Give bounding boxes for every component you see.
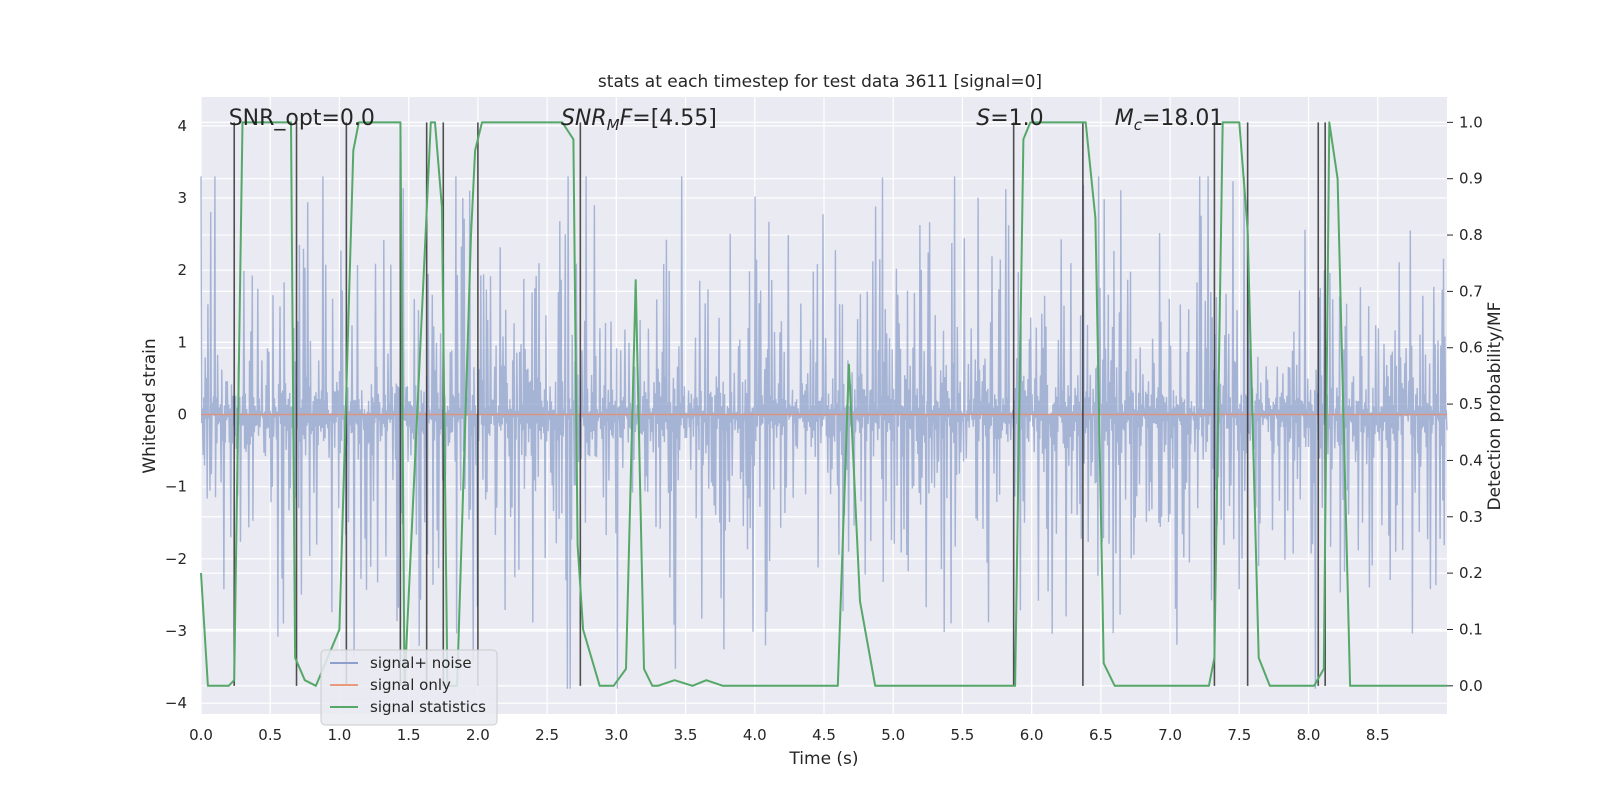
x-tick-label: 0.5 xyxy=(258,726,282,744)
y2-tick-label: 0.8 xyxy=(1459,226,1483,244)
x-tick-label: 0.0 xyxy=(189,726,213,744)
stats-line xyxy=(200,121,1447,687)
chart-title: stats at each timestep for test data 361… xyxy=(598,72,1042,92)
legend-label: signal statistics xyxy=(370,698,486,716)
annotation-mc-value: Mc=18.01 xyxy=(1115,106,1224,134)
x-tick-label: 4.0 xyxy=(743,726,767,744)
y-tick-label: 1 xyxy=(177,333,187,351)
x-axis-label: Time (s) xyxy=(788,749,858,769)
y2-tick-label: 0.5 xyxy=(1459,395,1483,413)
x-tick-label: 6.5 xyxy=(1089,726,1113,744)
x-tick-label: 2.5 xyxy=(535,726,559,744)
x-tick-label: 6.0 xyxy=(1020,726,1044,744)
x-tick-label: 8.0 xyxy=(1297,726,1321,744)
y-tick-labels: 4 3 2 1 0 −1 −2 −3 −4 xyxy=(165,117,187,712)
y-tick-label: −2 xyxy=(165,550,187,568)
series-signal-statistics xyxy=(200,121,1447,687)
y-axis-label: Whitened strain xyxy=(140,338,160,473)
annotations: SNR_opt=0.0 SNRMF=[4.55] S=1.0 Mc=18.01 xyxy=(229,106,1224,134)
y2-tick-label: 0.9 xyxy=(1459,170,1483,188)
y-tick-label: −3 xyxy=(165,622,187,640)
x-tick-label: 8.5 xyxy=(1366,726,1390,744)
vertical-markers xyxy=(233,122,1326,686)
y2-tick-label: 0.1 xyxy=(1459,620,1483,638)
y2-tick-label: 0.6 xyxy=(1459,339,1483,357)
legend-label: signal only xyxy=(370,676,451,694)
x-tick-labels: 0.0 0.5 1.0 1.5 2.0 2.5 3.0 3.5 4.0 4.5 5.0 5.5 6.0 6… xyxy=(189,726,1390,744)
y2-tick-label: 0.2 xyxy=(1459,564,1483,582)
y-tick-label: 2 xyxy=(177,261,187,279)
legend-box xyxy=(320,649,498,726)
y2-tick-label: 0.3 xyxy=(1459,508,1483,526)
x-tick-label: 2.0 xyxy=(466,726,490,744)
x-tick-label: 1.5 xyxy=(397,726,421,744)
x-tick-label: 1.0 xyxy=(328,726,352,744)
y-tick-label: 3 xyxy=(177,189,187,207)
legend-label: signal+ noise xyxy=(370,654,472,672)
annotation-snr-mf: SNRMF=[4.55] xyxy=(561,106,717,134)
y-tick-label: 4 xyxy=(177,117,187,135)
annotation-snr-opt: SNR_opt=0.0 xyxy=(229,106,375,131)
y-tick-label: −4 xyxy=(165,694,187,712)
y2-tick-label: 0.0 xyxy=(1459,677,1483,695)
x-tick-label: 5.5 xyxy=(951,726,975,744)
y2-tick-label: 0.4 xyxy=(1459,451,1483,469)
y2-tick-label: 1.0 xyxy=(1459,113,1483,131)
x-tick-label: 7.0 xyxy=(1158,726,1182,744)
x-tick-label: 3.5 xyxy=(674,726,698,744)
legend: signal+ noise signal only signal statistic… xyxy=(320,649,498,726)
x-tick-label: 4.5 xyxy=(812,726,836,744)
x-tick-label: 5.0 xyxy=(881,726,905,744)
y-tick-label: −1 xyxy=(165,478,187,496)
x-tick-label: 3.0 xyxy=(604,726,628,744)
y2-axis-label: Detection probability/MF xyxy=(1485,302,1505,511)
y-tick-label: 0 xyxy=(177,406,187,424)
y2-tick-label: 0.7 xyxy=(1459,282,1483,300)
y2-tick-labels: 1.0 0.9 0.8 0.7 0.6 0.5 0.4 0.3 0.2 0.1 0.0 xyxy=(1447,113,1483,695)
legend-entries: signal+ noise signal only signal statistic… xyxy=(330,654,486,716)
x-tick-label: 7.5 xyxy=(1227,726,1251,744)
annotation-s-value: S=1.0 xyxy=(976,106,1043,131)
